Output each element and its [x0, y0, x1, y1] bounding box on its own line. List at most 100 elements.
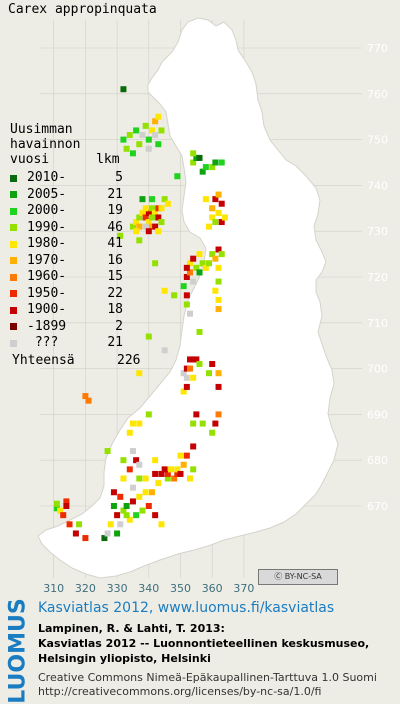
occurrence-square: [158, 127, 165, 134]
occurrence-square: [183, 264, 190, 271]
occurrence-square: [180, 461, 187, 468]
legend-row: 1980- 41: [10, 236, 140, 253]
occurrence-square: [136, 420, 143, 427]
occurrence-square: [190, 278, 197, 285]
occurrence-square: [183, 301, 190, 308]
legend-count: 21: [107, 335, 123, 350]
occurrence-square: [209, 429, 216, 436]
cc-icon: Ⓒ: [274, 572, 285, 581]
occurrence-square: [145, 136, 152, 143]
occurrence-square: [63, 503, 70, 509]
occurrence-square: [196, 328, 203, 335]
occurrence-square: [183, 383, 190, 390]
license-text: Creative Commons Nimeä-Epäkaupallinen-Ta…: [38, 671, 377, 684]
legend-label: -1899: [27, 318, 67, 334]
occurrence-square: [76, 521, 83, 528]
occurrence-square: [180, 388, 187, 395]
legend-swatch: [10, 240, 17, 248]
legend-count: 19: [107, 203, 123, 218]
occurrence-square: [190, 443, 197, 450]
occurrence-square: [117, 493, 124, 500]
occurrence-square: [110, 489, 117, 496]
occurrence-square: [209, 205, 216, 212]
legend-count: 16: [107, 252, 123, 268]
occurrence-square: [218, 219, 225, 226]
occurrence-square: [215, 306, 222, 313]
occurrence-square: [206, 260, 213, 267]
legend-heading: Uusimman havainnon vuosi lkm: [10, 122, 120, 167]
northing-axis: 770 760 750 740 730 720 710 700 690 680 670: [367, 42, 388, 513]
occurrence-square: [139, 196, 146, 203]
occurrence-square: [209, 214, 216, 221]
occurrence-square: [123, 512, 130, 519]
northing-tick-label: 730: [367, 225, 388, 238]
occurrence-square: [187, 310, 194, 317]
occurrence-square: [190, 466, 197, 473]
license-url[interactable]: http://creativecommons.org/licenses/by-n…: [38, 685, 322, 698]
legend-swatch: [10, 306, 17, 314]
occurrence-square: [114, 530, 121, 537]
occurrence-square: [142, 122, 149, 129]
occurrence-square: [148, 127, 155, 134]
legend-row: 2000- 19: [10, 203, 140, 220]
luomus-logo-text: LUOMUS: [5, 598, 31, 704]
occurrence-square: [155, 141, 162, 148]
occurrence-square: [212, 255, 219, 262]
occurrence-square: [209, 164, 216, 171]
occurrence-square: [85, 397, 92, 404]
occurrence-square: [177, 470, 184, 477]
occurrence-square: [129, 223, 136, 230]
occurrence-square: [215, 296, 222, 303]
occurrence-square: [215, 370, 222, 377]
occurrence-square: [161, 196, 168, 203]
occurrence-square: [215, 264, 222, 271]
occurrence-square: [196, 269, 203, 276]
occurrence-square: [212, 420, 219, 427]
occurrence-square: [193, 411, 200, 418]
northing-tick-label: 710: [367, 317, 388, 330]
occurrence-square: [114, 512, 121, 519]
occurrence-square: [174, 470, 181, 477]
occurrence-square: [171, 292, 178, 299]
occurrence-square: [142, 214, 149, 221]
legend: 2010- 5 2005- 21 2000- 19 1990- 46 1980- 41 1970- 1…: [10, 170, 140, 369]
occurrence-square: [196, 361, 203, 368]
occurrence-square: [126, 429, 133, 436]
occurrence-square: [161, 287, 168, 294]
occurrence-square: [183, 292, 190, 299]
occurrence-square: [129, 150, 136, 157]
legend-label: 1900-: [27, 302, 67, 317]
legend-label: 1990-: [27, 219, 67, 235]
occurrence-square: [63, 498, 70, 505]
northing-tick-label: 720: [367, 271, 388, 284]
occurrence-square: [183, 452, 190, 459]
occurrence-square: [215, 278, 222, 285]
occurrence-square: [187, 365, 194, 372]
occurrence-square: [136, 370, 143, 377]
occurrence-square: [120, 86, 127, 93]
occurrence-square: [129, 420, 136, 427]
occurrence-square: [145, 411, 152, 418]
occurrence-square: [142, 205, 149, 212]
occurrence-square: [209, 361, 216, 368]
finland-land-outline: [37, 17, 339, 579]
northing-tick-label: 700: [367, 363, 388, 376]
occurrence-square: [196, 251, 203, 258]
occurrence-square: [123, 503, 130, 509]
occurrence-square: [164, 470, 171, 477]
atlas-link[interactable]: Kasviatlas 2012, www.luomus.fi/kasviatla…: [38, 600, 335, 616]
occurrence-square: [145, 145, 152, 152]
easting-tick-label: 310: [43, 582, 64, 595]
cc-license-badge[interactable]: Ⓒ BY-NC-SA: [258, 569, 338, 585]
legend-row: 1990- 46: [10, 220, 140, 237]
occurrence-square: [196, 154, 203, 161]
occurrence-square: [152, 118, 159, 125]
legend-count: 46: [107, 219, 123, 235]
citation-line-2: Kasviatlas 2012 -- Luonnontieteellinen k…: [38, 637, 370, 650]
northing-tick-label: 690: [367, 408, 388, 421]
occurrence-square: [126, 132, 133, 139]
legend-row: 1970- 16: [10, 253, 140, 270]
occurrence-square: [161, 466, 168, 473]
occurrence-square: [183, 365, 190, 372]
legend-swatch: [10, 339, 17, 347]
